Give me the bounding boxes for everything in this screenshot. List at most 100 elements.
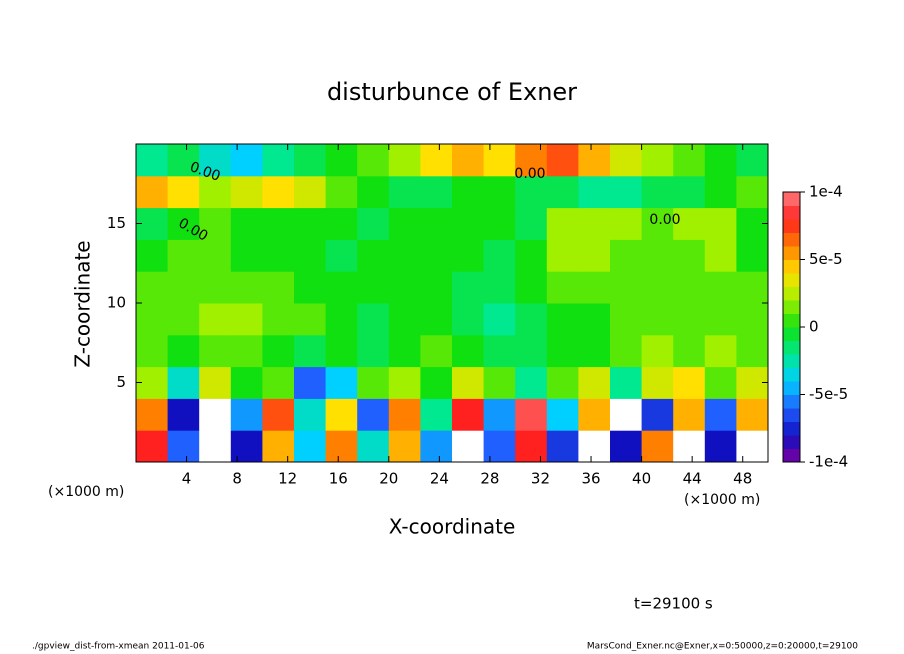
heat-cell <box>167 239 200 272</box>
x-tick-label: 32 <box>531 470 550 488</box>
colorbar-band <box>783 246 800 260</box>
heat-cell <box>578 398 611 431</box>
heat-cell <box>262 430 295 463</box>
heat-cell <box>578 303 611 336</box>
heat-cell <box>262 207 295 240</box>
heat-cell <box>452 207 485 240</box>
heat-cell <box>704 334 737 368</box>
heat-cell <box>136 271 169 304</box>
colorbar-band <box>783 327 800 341</box>
colorbar-band <box>783 205 800 220</box>
heat-cell <box>136 144 169 177</box>
heat-cell <box>325 334 358 368</box>
heat-cell <box>136 334 169 368</box>
heat-cell <box>483 366 516 399</box>
heat-cell <box>230 303 263 336</box>
x-tick-label: 48 <box>733 470 752 488</box>
heat-cell <box>357 303 390 336</box>
colorbar-band <box>783 421 800 436</box>
heat-cell <box>452 398 485 431</box>
heat-cell <box>388 430 421 463</box>
x-axis-label: X-coordinate <box>389 515 516 539</box>
heat-cell <box>325 366 358 399</box>
heat-cell <box>452 334 485 368</box>
heat-cell <box>388 207 421 240</box>
heat-cell <box>325 271 358 304</box>
heat-cell <box>610 144 643 177</box>
x-tick-label: 24 <box>430 470 449 488</box>
heat-cell <box>546 271 579 304</box>
heat-cell <box>167 430 200 463</box>
heat-cell <box>515 239 548 272</box>
heat-cell <box>515 271 548 304</box>
heat-cell <box>704 271 737 304</box>
x-unit-label: (×1000 m) <box>48 484 124 500</box>
heat-cell <box>483 144 516 177</box>
heat-cell <box>325 430 358 463</box>
heat-cell <box>610 207 643 240</box>
heat-cell <box>230 398 263 431</box>
heat-cell <box>641 271 674 304</box>
x-tick-label: 8 <box>232 470 242 488</box>
colorbar-band <box>783 232 800 247</box>
heat-cell <box>325 239 358 272</box>
heat-cell <box>610 398 643 431</box>
heat-cell <box>578 430 611 463</box>
heat-cell <box>136 303 169 336</box>
heat-cell <box>388 271 421 304</box>
heat-cell <box>610 271 643 304</box>
heat-cell <box>230 144 263 177</box>
heat-cell <box>199 430 232 463</box>
heat-cell <box>420 398 453 431</box>
heat-cell <box>673 239 706 272</box>
heat-cell <box>420 207 453 240</box>
heat-cell <box>294 366 327 399</box>
heat-cell <box>388 334 421 368</box>
heat-cell <box>167 334 200 368</box>
heat-cell <box>199 366 232 399</box>
heat-cell <box>452 271 485 304</box>
heat-cell <box>641 239 674 272</box>
heat-cell <box>546 144 579 177</box>
heat-cell <box>704 430 737 463</box>
heat-cell <box>167 271 200 304</box>
heat-cell <box>641 303 674 336</box>
colorbar-tick-label: 5e-5 <box>809 250 843 268</box>
heat-cell <box>578 366 611 399</box>
colorbar-tick-label: -5e-5 <box>809 385 848 403</box>
heat-cell <box>357 207 390 240</box>
heat-cell <box>230 175 263 209</box>
colorbar-band <box>783 219 800 233</box>
colorbar-tick-label: 0 <box>809 318 819 336</box>
heat-cell <box>673 144 706 177</box>
heat-cell <box>420 239 453 272</box>
heat-cell <box>199 303 232 336</box>
colorbar-band <box>783 192 800 206</box>
heat-cell <box>357 398 390 431</box>
heat-cell <box>483 303 516 336</box>
heat-cell <box>736 303 769 336</box>
heat-cell <box>704 366 737 399</box>
heat-cell <box>673 303 706 336</box>
colorbar-band <box>783 394 800 409</box>
heat-cell <box>673 271 706 304</box>
heat-cell <box>515 366 548 399</box>
heat-cell <box>230 271 263 304</box>
heat-cell <box>167 398 200 431</box>
colorbar-band <box>783 367 800 382</box>
heat-cell <box>136 175 169 209</box>
y-tick-label: 5 <box>116 373 126 391</box>
heat-cell <box>546 430 579 463</box>
heat-cell <box>262 334 295 368</box>
heat-cell <box>294 430 327 463</box>
heat-cell <box>294 144 327 177</box>
heat-cell <box>388 398 421 431</box>
heat-cell <box>546 239 579 272</box>
heat-cell <box>357 239 390 272</box>
colorbar-band <box>783 259 800 274</box>
heat-cell <box>736 334 769 368</box>
heat-cell <box>230 366 263 399</box>
heat-cell <box>420 430 453 463</box>
heat-cell <box>610 430 643 463</box>
